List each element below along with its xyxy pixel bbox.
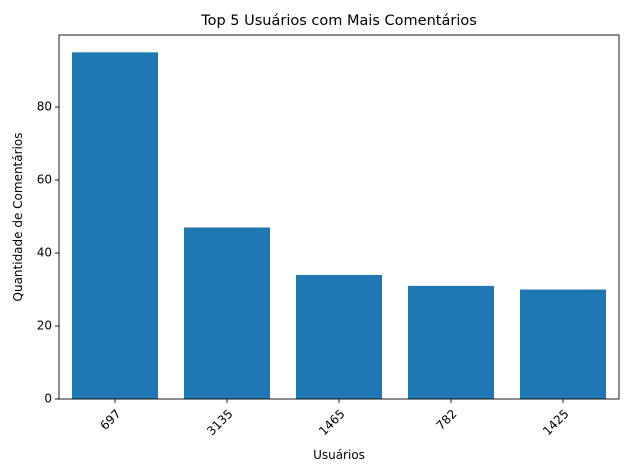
x-axis-ticks: 697 3135 1465 782 1425 — [97, 399, 572, 438]
y-tick-label: 20 — [37, 319, 52, 333]
x-tick-label: 1425 — [540, 407, 571, 438]
bar-782 — [408, 285, 494, 399]
x-tick-label: 697 — [97, 407, 123, 433]
y-axis-label: Quantidade de Comentários — [11, 133, 25, 302]
bar-1425 — [520, 289, 606, 399]
y-tick-label: 0 — [44, 392, 52, 406]
bar-3135 — [184, 227, 270, 399]
x-tick-label: 782 — [433, 407, 459, 433]
y-tick-label: 80 — [37, 100, 52, 114]
bar-697 — [72, 52, 158, 399]
x-tick-label: 1465 — [316, 407, 347, 438]
bar-1465 — [296, 274, 382, 399]
x-tick-label: 3135 — [204, 407, 235, 438]
x-axis-label: Usuários — [313, 448, 365, 462]
y-tick-label: 60 — [37, 173, 52, 187]
bars-group — [72, 52, 606, 399]
chart-title: Top 5 Usuários com Mais Comentários — [200, 13, 477, 29]
y-tick-label: 40 — [37, 246, 52, 260]
y-axis-ticks: 0 20 40 60 80 — [37, 100, 59, 406]
